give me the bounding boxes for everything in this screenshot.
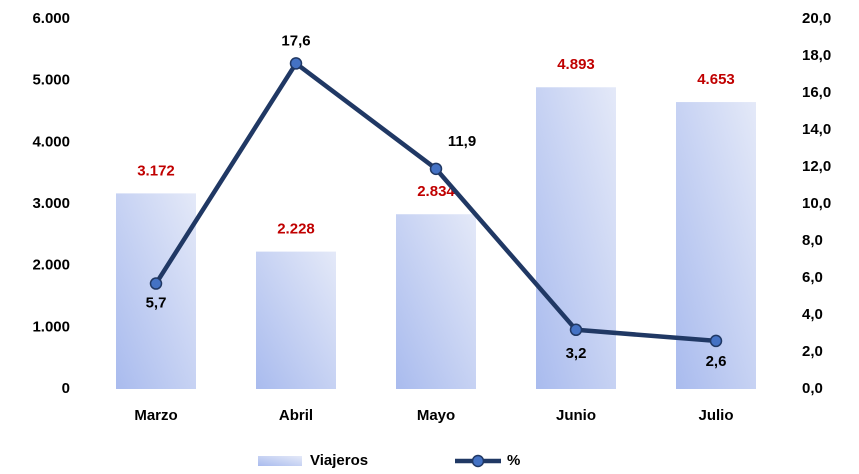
y-tick-label: 5.000 [32, 72, 70, 89]
y-tick-label: 2.000 [32, 257, 70, 274]
bar-value-label: 4.893 [557, 56, 595, 73]
bar [396, 214, 476, 389]
y2-tick-label: 10,0 [802, 195, 831, 212]
y2-tick-label: 0,0 [802, 380, 823, 397]
x-tick-label: Abril [279, 407, 313, 424]
y2-tick-label: 6,0 [802, 269, 823, 286]
line-marker [569, 323, 583, 337]
bar [256, 251, 336, 389]
line-marker [149, 277, 163, 290]
bar-value-label: 3.172 [137, 162, 175, 179]
bar-value-label: 2.834 [417, 183, 455, 200]
y2-tick-label: 12,0 [802, 158, 831, 175]
y2-tick-label: 8,0 [802, 232, 823, 249]
y-tick-label: 1.000 [32, 318, 70, 335]
line-value-label: 17,6 [281, 32, 310, 49]
legend-label: Viajeros [310, 452, 368, 469]
y2-tick-label: 2,0 [802, 343, 823, 360]
legend-label: % [507, 452, 520, 469]
line-value-label: 11,9 [448, 133, 476, 150]
bar-value-label: 4.653 [697, 71, 735, 88]
bar [536, 87, 616, 389]
bar-value-label: 2.228 [277, 221, 315, 238]
y2-tick-label: 14,0 [802, 121, 831, 138]
x-tick-label: Mayo [417, 407, 455, 424]
line-value-label: 5,7 [146, 295, 167, 312]
bar [116, 193, 196, 389]
line-marker [289, 57, 303, 70]
y-tick-label: 4.000 [32, 133, 70, 150]
legend-marker [471, 454, 485, 468]
x-tick-label: Marzo [134, 407, 177, 424]
y2-tick-label: 4,0 [802, 306, 823, 323]
y2-tick-label: 20,0 [802, 10, 831, 27]
y-tick-label: 6.000 [32, 10, 70, 27]
y-tick-label: 3.000 [32, 195, 70, 212]
x-tick-label: Julio [698, 407, 733, 424]
y2-tick-label: 18,0 [802, 47, 831, 64]
line-marker [709, 334, 723, 348]
line-value-label: 3,2 [566, 345, 587, 362]
y-tick-label: 0 [62, 380, 70, 397]
y2-tick-label: 16,0 [802, 84, 831, 101]
legend-swatch [258, 456, 302, 466]
x-tick-label: Junio [556, 407, 596, 424]
line-marker [429, 162, 443, 176]
line-value-label: 2,6 [706, 353, 727, 370]
